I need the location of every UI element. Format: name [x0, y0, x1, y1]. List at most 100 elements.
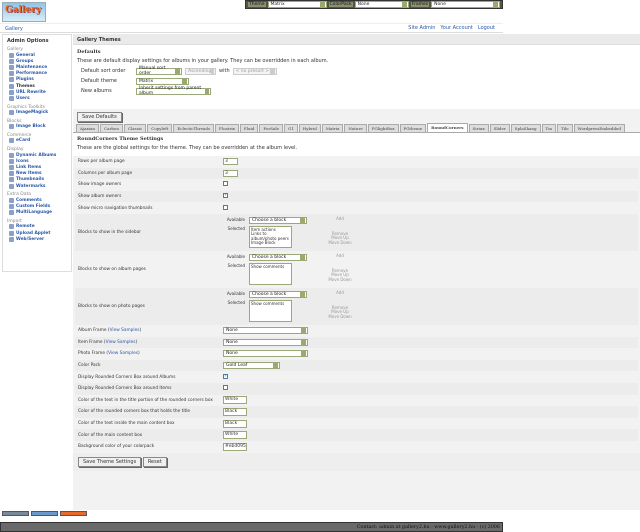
sidebar-item[interactable]: URL Rewrite: [7, 89, 67, 95]
sidebar-item[interactable]: Performance: [7, 71, 67, 77]
breadcrumb-gallery[interactable]: Gallery: [5, 26, 23, 32]
available-blocks-select[interactable]: Choose a block: [249, 253, 307, 261]
select[interactable]: None: [223, 338, 308, 346]
checkbox[interactable]: [223, 204, 228, 210]
list-option[interactable]: Show comments: [251, 300, 285, 306]
tab-theme[interactable]: Matrix: [321, 124, 344, 132]
tab-theme[interactable]: G1: [284, 124, 298, 132]
sidebar-item[interactable]: General: [7, 52, 67, 58]
text-input[interactable]: Black: [223, 407, 247, 416]
available-blocks-select[interactable]: Choose a block: [249, 290, 307, 298]
tab-theme[interactable]: Nature: [344, 124, 367, 132]
sidebar-item[interactable]: Link Items: [7, 164, 67, 171]
selected-blocks-list[interactable]: Show comments: [249, 299, 292, 322]
sidebar-item[interactable]: Remote: [7, 224, 67, 230]
default-theme-select[interactable]: Matrix: [136, 77, 189, 85]
sort-order-select[interactable]: Manual sort order: [136, 66, 182, 76]
sidebar-item[interactable]: Icons: [7, 158, 67, 164]
checkbox[interactable]: [223, 192, 228, 199]
tab-theme[interactable]: Tm: [541, 124, 557, 132]
gallery-logo[interactable]: Gallery: [2, 2, 46, 22]
sidebar-item[interactable]: eCard: [7, 138, 67, 144]
badge-icon[interactable]: [60, 511, 87, 516]
sidebar-item[interactable]: Watermarks: [7, 183, 67, 189]
sidebar-item[interactable]: Dynamic Albums: [7, 152, 67, 158]
tab-theme[interactable]: Fluid: [239, 124, 259, 132]
move-down-button[interactable]: Move Down: [328, 239, 352, 245]
text-input[interactable]: #ebd095: [223, 442, 247, 451]
selected-blocks-list[interactable]: Show comments: [249, 262, 292, 285]
save-theme-settings-button[interactable]: Save Theme Settings: [78, 456, 142, 467]
remove-button[interactable]: Remove: [331, 304, 349, 310]
list-option[interactable]: Image Block: [251, 240, 276, 246]
number-input[interactable]: 3: [223, 169, 238, 177]
badge-icon[interactable]: [31, 511, 58, 516]
text-input[interactable]: Black: [223, 419, 247, 428]
tab-theme[interactable]: Siriux: [468, 124, 489, 132]
sidebar-item[interactable]: New Items: [7, 171, 67, 177]
move-up-button[interactable]: Move Up: [331, 235, 349, 241]
sort-direction-select[interactable]: Ascending: [185, 67, 216, 75]
checkbox[interactable]: [223, 181, 228, 187]
list-option[interactable]: Links to album/photo peers: [251, 231, 289, 241]
checkbox[interactable]: [223, 373, 228, 379]
checkbox[interactable]: [223, 385, 228, 391]
presort-select[interactable]: < no presort >: [232, 67, 277, 75]
tab-theme[interactable]: PorSale: [259, 124, 284, 132]
add-button[interactable]: Add: [336, 289, 344, 295]
new-albums-select[interactable]: Inherit settings from parent album: [136, 86, 211, 96]
view-samples-link[interactable]: View Samples: [108, 351, 138, 357]
site-admin-link[interactable]: Site Admin: [408, 25, 436, 31]
tab-theme[interactable]: Copyleft: [147, 124, 173, 132]
available-blocks-select[interactable]: Choose a block: [249, 216, 307, 224]
sidebar-item[interactable]: ImageMagick: [7, 110, 67, 116]
sidebar-item[interactable]: Themes: [7, 83, 67, 89]
add-button[interactable]: Add: [336, 252, 344, 258]
list-option[interactable]: Show comments: [251, 263, 285, 269]
move-down-button[interactable]: Move Down: [328, 313, 352, 319]
add-button[interactable]: Add: [336, 215, 344, 221]
badge-icon[interactable]: [2, 511, 29, 516]
remove-button[interactable]: Remove: [331, 267, 349, 273]
tab-theme[interactable]: RoundCorners: [427, 123, 468, 132]
sidebar-item[interactable]: Upload Applet: [7, 230, 67, 236]
tab-theme[interactable]: Slider: [489, 124, 510, 132]
tab-theme[interactable]: WordpressEmbedded: [573, 124, 625, 132]
move-up-button[interactable]: Move Up: [331, 309, 349, 315]
move-down-button[interactable]: Move Down: [328, 276, 352, 282]
text-input[interactable]: White: [223, 431, 247, 440]
tab-theme[interactable]: Classic: [123, 124, 147, 132]
tab-theme[interactable]: PGtheme: [399, 124, 427, 132]
view-samples-link[interactable]: View Samples: [105, 339, 136, 345]
your-account-link[interactable]: Your Account: [440, 25, 473, 31]
tab-theme[interactable]: Ajaxian: [76, 124, 100, 132]
view-samples-link[interactable]: View Samples: [109, 328, 140, 334]
tab-theme[interactable]: EclecticThreads: [173, 124, 215, 132]
tab-theme[interactable]: Carbon: [100, 124, 123, 132]
move-up-button[interactable]: Move Up: [331, 272, 349, 278]
tab-theme[interactable]: Tile: [557, 124, 573, 132]
text-input[interactable]: White: [223, 396, 247, 405]
sidebar-item[interactable]: Plugins: [7, 77, 67, 83]
selected-blocks-list[interactable]: Item actions Links to album/photo peers Im…: [249, 225, 292, 248]
list-option[interactable]: Item actions: [251, 226, 276, 232]
sidebar-item[interactable]: Comments: [7, 197, 67, 203]
colorpack-select[interactable]: None: [354, 1, 409, 8]
select[interactable]: Gold Leaf: [223, 362, 280, 370]
tab-theme[interactable]: SplaShang: [510, 124, 541, 132]
sidebar-item[interactable]: Users: [7, 95, 67, 101]
remove-button[interactable]: Remove: [331, 230, 349, 236]
sidebar-item[interactable]: MultiLanguage: [7, 210, 67, 216]
tab-theme[interactable]: Hybrid: [298, 124, 321, 132]
theme-select[interactable]: Matrix: [267, 1, 327, 8]
tab-theme[interactable]: PGlightBox: [367, 124, 399, 132]
number-input[interactable]: 3: [223, 158, 238, 166]
sidebar-item[interactable]: Web/Server: [7, 236, 67, 242]
save-defaults-button[interactable]: Save Defaults: [77, 112, 122, 122]
tab-theme[interactable]: Floatrix: [215, 124, 239, 132]
select[interactable]: None: [223, 350, 308, 358]
logout-link[interactable]: Logout: [477, 25, 495, 31]
frames-select[interactable]: None: [431, 1, 500, 8]
sidebar-item[interactable]: Maintenance: [7, 64, 67, 70]
sidebar-item[interactable]: Groups: [7, 58, 67, 64]
